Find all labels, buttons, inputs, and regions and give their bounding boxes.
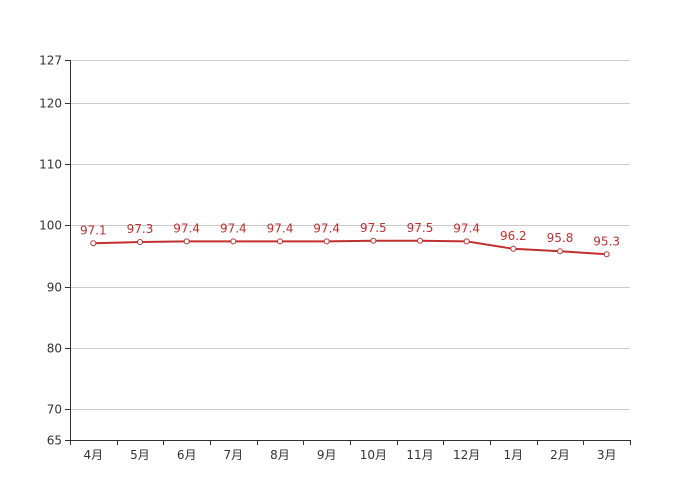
- data-point: [370, 237, 377, 244]
- data-label: 95.3: [593, 234, 620, 248]
- y-tick-labels: 65 70 80 90 100 110 120 127: [39, 54, 62, 448]
- axes: [65, 60, 631, 445]
- x-tick-label: 10月: [360, 448, 387, 462]
- x-tick-label: 8月: [270, 448, 290, 462]
- data-point: [230, 238, 237, 245]
- data-point: [277, 238, 283, 245]
- data-label: 97.5: [360, 221, 387, 235]
- data-point: [557, 248, 563, 255]
- data-label: 95.8: [547, 231, 574, 245]
- x-tick-label: 1月: [504, 448, 524, 462]
- y-tick-label: 90: [47, 281, 62, 295]
- x-tick-label: 4月: [84, 448, 104, 462]
- data-point: [463, 238, 470, 245]
- series-line: [93, 239, 607, 256]
- x-tick-label: 12月: [453, 448, 480, 462]
- x-tick-label: 11月: [406, 448, 433, 462]
- data-point: [137, 239, 143, 246]
- data-label: 97.3: [127, 222, 154, 236]
- x-tick-label: 5月: [130, 448, 150, 462]
- data-label: 97.1: [80, 223, 107, 237]
- data-point: [603, 251, 610, 258]
- data-point: [183, 238, 190, 245]
- x-tick-label: 2月: [550, 448, 570, 462]
- series-line-path: [93, 239, 607, 256]
- data-label: 97.4: [220, 221, 247, 235]
- y-tick-label: 127: [39, 54, 62, 68]
- y-tick-label: 100: [39, 219, 62, 233]
- data-point: [90, 240, 97, 247]
- y-tick-label: 80: [47, 342, 62, 356]
- data-label: 97.4: [453, 221, 480, 235]
- data-point: [510, 245, 517, 252]
- x-tick-label: 7月: [224, 448, 244, 462]
- x-tick-label: 9月: [317, 448, 337, 462]
- data-point: [417, 237, 423, 244]
- y-tick-label: 110: [39, 158, 62, 172]
- data-label: 96.2: [500, 229, 527, 243]
- y-tick-label: 70: [47, 403, 62, 417]
- grid-lines: [70, 60, 630, 410]
- data-label: 97.5: [407, 221, 434, 235]
- x-tick-label: 6月: [177, 448, 197, 462]
- data-point: [323, 238, 330, 245]
- y-tick-label: 65: [47, 434, 62, 448]
- data-labels: 97.1 97.3 97.4 97.4 97.4 97.4 97.5 97.5 97.4 96.2…: [80, 221, 620, 248]
- x-tick-labels: 4月 5月 6月 7月 8月 9月 10月 11月 12月 1月 2月 3月: [84, 448, 617, 462]
- data-label: 97.4: [313, 221, 340, 235]
- y-tick-label: 120: [39, 97, 62, 111]
- data-label: 97.4: [267, 221, 294, 235]
- x-tick-label: 3月: [597, 448, 617, 462]
- data-label: 97.4: [173, 221, 200, 235]
- data-points: [90, 237, 610, 258]
